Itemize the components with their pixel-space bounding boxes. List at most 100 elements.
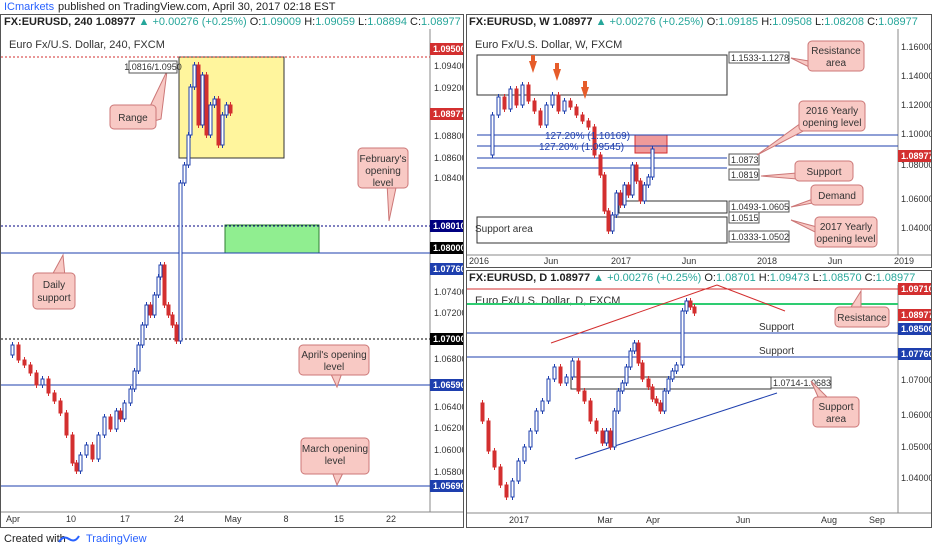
- x-tick-label: 24: [174, 514, 184, 524]
- callout-april-line1: April's opening: [301, 350, 366, 361]
- price-tag: [430, 480, 463, 492]
- weekly-label-10873: 1.0873: [731, 155, 759, 165]
- callout-2016-line2: opening level: [803, 118, 862, 129]
- x-tick-label: Mar: [597, 515, 613, 525]
- weekly-callout-2016: 2016 Yearly opening level: [756, 100, 866, 156]
- x-tick-label: 15: [334, 514, 344, 524]
- candle: [510, 480, 515, 498]
- y-tick-label: 1.06000: [901, 194, 931, 204]
- x-tick-label: Aug: [821, 515, 837, 525]
- candle: [612, 410, 617, 448]
- candle: [598, 154, 603, 176]
- candle: [498, 466, 503, 486]
- candle: [620, 382, 625, 392]
- price-tag-text: 1.08977: [901, 151, 931, 161]
- weekly-low: 1.08208: [824, 16, 864, 28]
- weekly-symbol-label: Euro Fx/U.S. Dollar, W, FXCM: [475, 39, 623, 51]
- daily-high: 1.09473: [769, 272, 810, 284]
- weekly-arrow-1: [529, 61, 537, 73]
- weekly-chart-panel[interactable]: FX:EURUSD, W 1.08977 ▲ +0.00276 (+0.25%)…: [466, 14, 932, 268]
- y-tick-label: 1.10000: [901, 129, 931, 139]
- candle: [508, 88, 513, 110]
- candle: [602, 174, 607, 212]
- h4-last: 1.08977: [95, 16, 136, 28]
- candle: [614, 192, 619, 216]
- candle: [632, 342, 637, 352]
- candle: [496, 96, 501, 116]
- candle: [638, 180, 643, 202]
- weekly-high: 1.09508: [772, 16, 812, 28]
- candle: [196, 64, 201, 126]
- x-tick-label: 17: [120, 514, 130, 524]
- candle: [658, 402, 663, 412]
- weekly-symbol: FX:EURUSD, W: [469, 16, 550, 28]
- candle: [654, 398, 659, 404]
- daily-plot: Support Support 1.0714-1.0683 Resistance…: [467, 283, 931, 525]
- weekly-candles: [490, 82, 655, 234]
- price-tag-text: 1.06590: [433, 380, 463, 390]
- candle: [490, 114, 495, 156]
- h4-symbol: FX:EURUSD, 240: [4, 16, 93, 28]
- candle: [642, 184, 647, 202]
- y-tick-label: 1.14000: [901, 71, 931, 81]
- y-tick-label: 1.05800: [434, 467, 463, 477]
- weekly-demand-zone: [618, 200, 728, 214]
- daily-callout-support-line1: Support: [818, 402, 853, 413]
- daily-support-label-1: Support: [759, 322, 794, 333]
- candle: [52, 392, 57, 402]
- daily-ticker-line: FX:EURUSD, D 1.08977 ▲ +0.00276 (+0.25%)…: [469, 272, 916, 284]
- candle: [606, 210, 611, 232]
- y-tick-label: 1.12000: [901, 100, 931, 110]
- x-tick-label: Jun: [544, 256, 559, 266]
- price-tag-text: 1.09500: [433, 44, 463, 54]
- daily-low: 1.08570: [821, 272, 862, 284]
- candle: [692, 306, 697, 314]
- candle: [84, 444, 89, 456]
- h4-chart-panel[interactable]: FX:EURUSD, 240 1.08977 ▲ +0.00276 (+0.25…: [0, 14, 464, 528]
- x-tick-label: 8: [283, 514, 288, 524]
- y-tick-label: 1.06200: [434, 423, 463, 433]
- x-tick-label: Sep: [869, 515, 885, 525]
- callout-range-text: Range: [118, 113, 148, 124]
- candle: [148, 304, 153, 316]
- candle: [650, 148, 655, 178]
- x-tick-label: Jun: [682, 256, 697, 266]
- x-tick-label: Jun: [828, 256, 843, 266]
- candle: [586, 120, 591, 128]
- weekly-callout-demand: Demand: [790, 184, 864, 208]
- callout-february-line3: level: [373, 178, 394, 189]
- x-tick-label: 2018: [757, 256, 777, 266]
- candle: [166, 304, 171, 316]
- y-tick-label: 1.16000: [901, 42, 931, 52]
- price-tag-text: 1.05690: [433, 481, 463, 491]
- candle: [70, 434, 75, 464]
- y-tick-label: 1.06000: [901, 410, 931, 420]
- price-tag: [430, 242, 463, 254]
- daily-chart-panel[interactable]: FX:EURUSD, D 1.08977 ▲ +0.00276 (+0.25%)…: [466, 270, 932, 528]
- candle: [144, 304, 149, 326]
- candle: [622, 184, 627, 206]
- y-tick-label: 1.06800: [434, 354, 463, 364]
- price-tag: [898, 309, 931, 321]
- y-tick-label: 1.04000: [901, 473, 931, 483]
- y-tick-label: 1.07000: [901, 375, 931, 385]
- daily-last: 1.08977: [550, 272, 591, 284]
- candle: [624, 366, 629, 384]
- h4-callout-daily-support: Daily support: [32, 253, 76, 310]
- x-tick-label: May: [224, 514, 242, 524]
- candle: [568, 100, 573, 108]
- h4-low: 1.08894: [367, 16, 407, 28]
- candle: [650, 386, 655, 400]
- candle: [40, 378, 45, 386]
- author-link[interactable]: ICmarkets: [4, 1, 55, 13]
- y-tick-label: 1.04000: [901, 223, 931, 233]
- callout-february-line2: opening: [365, 166, 401, 177]
- daily-y-axis: 1.07000 1.06000 1.05000 1.04000: [901, 375, 931, 483]
- weekly-change-value: +0.00276 (+0.25%): [609, 16, 704, 28]
- candle: [610, 214, 615, 232]
- candle: [564, 376, 569, 384]
- daily-red-trendline-2: [716, 284, 786, 312]
- price-tag-text: 1.09710: [901, 284, 931, 294]
- candle: [600, 430, 605, 444]
- tradingview-link[interactable]: TradingView: [86, 533, 147, 545]
